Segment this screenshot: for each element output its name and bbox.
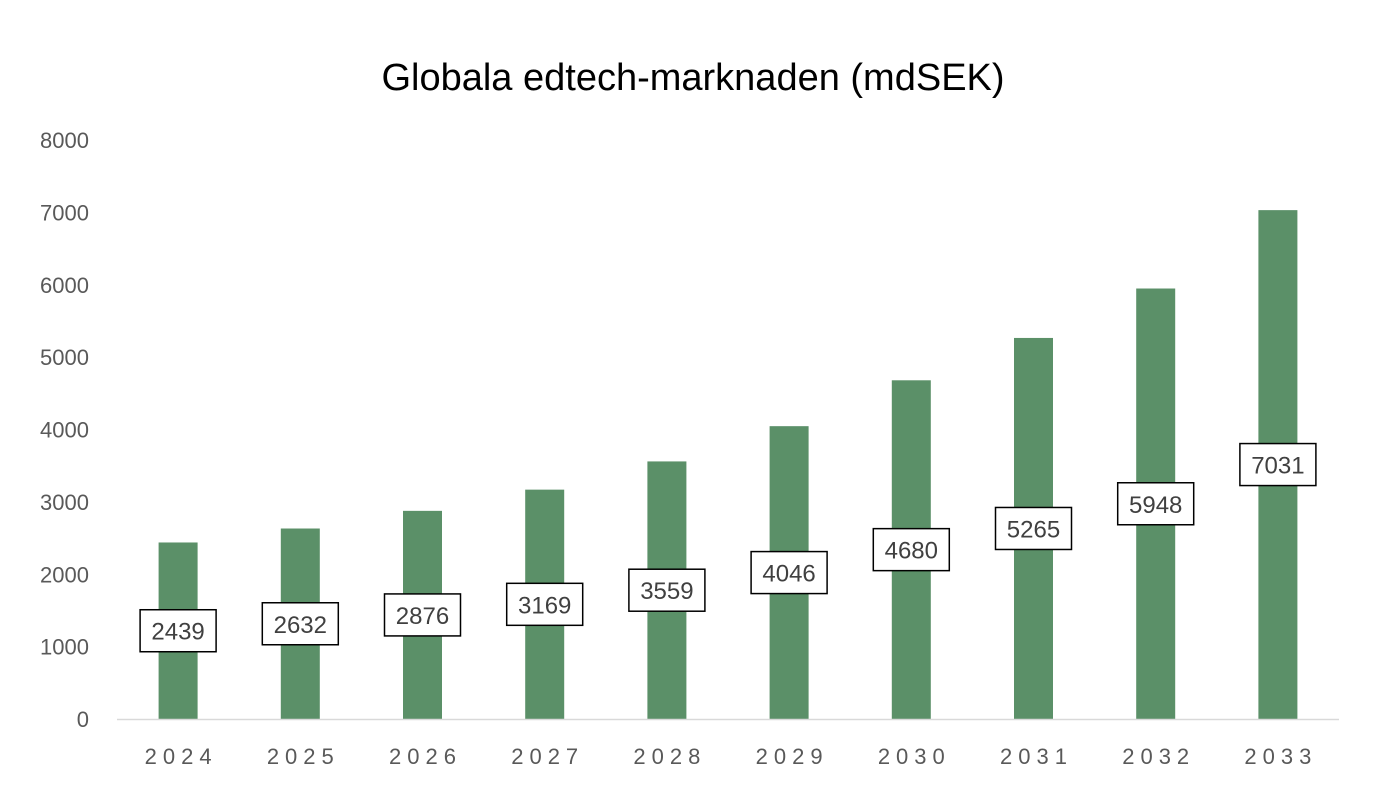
y-tick-label: 0 bbox=[77, 707, 89, 732]
data-label: 4680 bbox=[872, 527, 951, 572]
data-label: 2632 bbox=[261, 602, 340, 646]
data-label-value: 4046 bbox=[762, 561, 815, 588]
y-axis: 0 1000 2000 3000 4000 5000 6000 7000 8000 bbox=[40, 128, 89, 732]
data-label-box bbox=[994, 506, 1073, 551]
x-tick-label: 2025 bbox=[267, 744, 340, 769]
data-label-value: 5948 bbox=[1129, 492, 1182, 519]
data-label-box bbox=[261, 602, 340, 646]
data-label-box bbox=[505, 582, 584, 627]
x-tick-label: 2029 bbox=[756, 744, 829, 769]
data-label-box bbox=[383, 593, 462, 637]
data-label: 3169 bbox=[505, 582, 584, 627]
data-label-box bbox=[628, 568, 706, 612]
data-label-value: 5265 bbox=[1007, 516, 1060, 543]
data-label-box bbox=[750, 550, 828, 595]
data-label-value: 4680 bbox=[885, 538, 938, 565]
data-label-value: 2439 bbox=[151, 619, 204, 646]
x-tick-label: 2033 bbox=[1244, 744, 1317, 769]
x-axis: 2024 2025 2026 2027 2028 2029 2030 2031 2032 2033 bbox=[145, 744, 1317, 769]
y-tick-label: 6000 bbox=[40, 273, 89, 298]
y-tick-label: 1000 bbox=[40, 635, 89, 660]
data-label: 3559 bbox=[628, 568, 706, 612]
data-label-value: 2876 bbox=[396, 603, 449, 630]
y-tick-label: 4000 bbox=[40, 418, 89, 443]
x-tick-label: 2026 bbox=[389, 744, 462, 769]
data-label-box bbox=[1116, 482, 1195, 526]
data-labels: 2439 2632 2876 3169 3559 4046 4680 5265 5948 7031 bbox=[139, 442, 1317, 653]
data-label-box bbox=[872, 527, 951, 572]
data-label-value: 2632 bbox=[274, 612, 327, 639]
y-tick-label: 8000 bbox=[40, 128, 89, 153]
x-tick-label: 2032 bbox=[1122, 744, 1195, 769]
x-tick-label: 2024 bbox=[145, 744, 218, 769]
data-label: 7031 bbox=[1239, 442, 1317, 487]
chart-title: Globala edtech-marknaden (mdSEK) bbox=[381, 57, 1004, 99]
x-tick-label: 2031 bbox=[1000, 744, 1073, 769]
data-label: 5265 bbox=[994, 506, 1073, 551]
x-tick-label: 2030 bbox=[878, 744, 951, 769]
data-label-box bbox=[139, 608, 217, 653]
y-tick-label: 7000 bbox=[40, 200, 89, 225]
data-label: 4046 bbox=[750, 550, 828, 595]
data-label: 2439 bbox=[139, 608, 217, 653]
data-label-box bbox=[1239, 442, 1317, 487]
x-tick-label: 2027 bbox=[511, 744, 584, 769]
y-tick-label: 5000 bbox=[40, 345, 89, 370]
y-tick-label: 2000 bbox=[40, 562, 89, 587]
data-label: 2876 bbox=[383, 593, 462, 637]
x-tick-label: 2028 bbox=[633, 744, 706, 769]
data-label-value: 3169 bbox=[518, 592, 571, 619]
data-label-value: 3559 bbox=[640, 578, 693, 605]
data-label: 5948 bbox=[1116, 482, 1195, 526]
data-label-value: 7031 bbox=[1251, 453, 1304, 480]
y-tick-label: 3000 bbox=[40, 490, 89, 515]
